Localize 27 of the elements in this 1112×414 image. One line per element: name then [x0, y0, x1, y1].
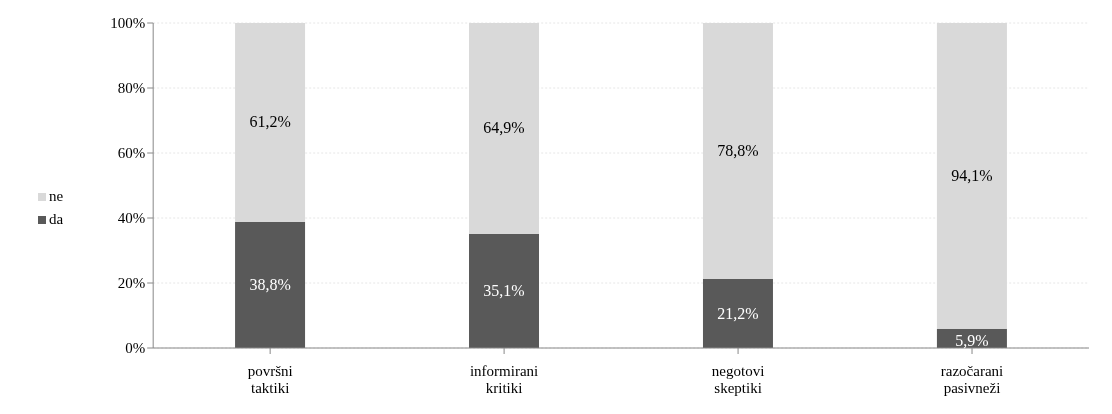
y-tick-label: 0%: [125, 340, 146, 357]
data-label: 21,2%: [717, 304, 759, 322]
x-tick-label: površni taktiki: [247, 363, 293, 396]
bar: [702, 279, 773, 348]
y-tick-label: 100%: [110, 15, 146, 32]
data-label: 61,2%: [249, 113, 291, 131]
bar: [235, 23, 306, 222]
x-tick-label: negotovi skeptiki: [711, 363, 765, 396]
data-label: 35,1%: [483, 281, 525, 299]
bar: [469, 23, 540, 234]
data-label: 38,8%: [249, 275, 291, 293]
data-label: 5,9%: [955, 332, 989, 349]
data-label: 64,9%: [483, 119, 525, 137]
y-tick-label: 80%: [117, 80, 146, 97]
y-tick-label: 40%: [117, 210, 146, 227]
x-tick-label: razočarani pasivneži: [940, 363, 1004, 396]
legend-label: ne: [49, 188, 64, 205]
bar: [936, 23, 1007, 329]
y-tick-label: 60%: [117, 145, 146, 162]
legend-label: da: [49, 211, 64, 228]
data-label: 94,1%: [951, 166, 993, 184]
bar: [235, 221, 306, 348]
bar: [469, 233, 540, 348]
data-label: 78,8%: [717, 142, 759, 160]
x-tick-label: informirani kritiki: [469, 363, 539, 396]
y-tick-label: 20%: [117, 275, 146, 292]
bar: [702, 23, 773, 280]
